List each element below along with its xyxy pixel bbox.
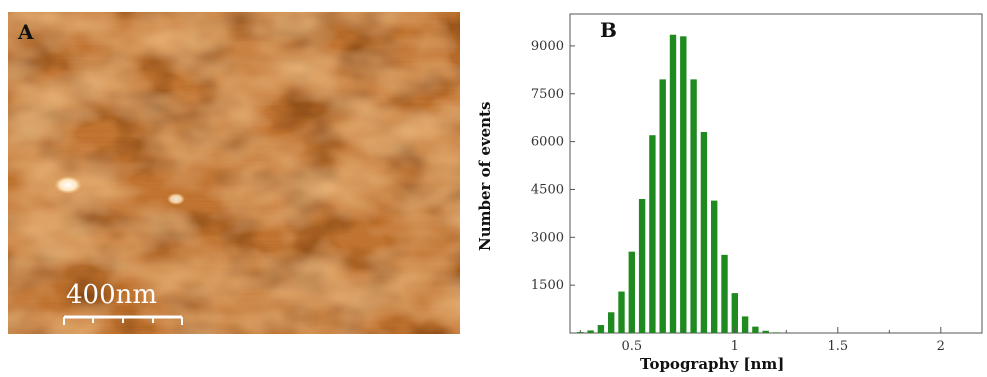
bars <box>577 34 790 334</box>
y-tick-label: 7500 <box>531 87 564 102</box>
histogram-bar <box>762 330 769 333</box>
x-tick-label: 1 <box>731 339 739 354</box>
x-tick-label: 0.5 <box>621 339 642 354</box>
histogram-bar <box>752 326 759 333</box>
y-tick-label: 9000 <box>531 39 564 54</box>
histogram-bar <box>700 132 708 333</box>
y-tick-label: 1500 <box>531 278 564 293</box>
histogram-bar <box>618 291 625 333</box>
ticks: 1500 3000 4500 6000 7500 9000 0.5 1 1.5 2 <box>531 39 945 354</box>
histogram-chart: 1500 3000 4500 6000 7500 9000 0.5 1 1.5 2 <box>531 13 983 354</box>
x-axis-label: Topography [nm] <box>640 355 785 373</box>
histogram-bar <box>638 199 646 333</box>
histogram-bar <box>597 325 605 333</box>
histogram-bar <box>649 135 656 333</box>
afm-topography-image <box>8 12 460 334</box>
afm-image-panel: A 400nm <box>8 12 460 334</box>
scale-bar-label: 400nm <box>66 280 158 310</box>
histogram-bar <box>669 34 677 334</box>
x-tick-label: 1.5 <box>827 339 848 354</box>
y-axis-label: Number of events <box>476 101 494 251</box>
panel-b-letter: B <box>600 18 617 42</box>
histogram-bar <box>731 293 738 333</box>
histogram-bar <box>721 254 728 333</box>
scale-bar <box>63 315 183 325</box>
bright-spot <box>167 193 185 205</box>
histogram-bar <box>608 312 615 333</box>
y-tick-label: 3000 <box>531 230 564 245</box>
x-tick-label: 2 <box>937 339 945 354</box>
histogram-bar <box>711 200 718 333</box>
histogram-bar <box>659 79 666 334</box>
histogram-bar <box>628 251 635 333</box>
panel-a-letter: A <box>18 20 34 44</box>
histogram-bar <box>772 332 780 333</box>
y-tick-label: 4500 <box>531 182 564 197</box>
histogram-panel: 1500 3000 4500 6000 7500 9000 0.5 1 1.5 2 B Numbe… <box>465 0 987 377</box>
histogram-bar <box>680 36 687 334</box>
histogram-bar <box>690 79 697 334</box>
y-tick-label: 6000 <box>531 135 564 150</box>
histogram-bar <box>741 316 749 333</box>
histogram-bar <box>587 330 594 333</box>
bright-spot <box>54 176 82 194</box>
